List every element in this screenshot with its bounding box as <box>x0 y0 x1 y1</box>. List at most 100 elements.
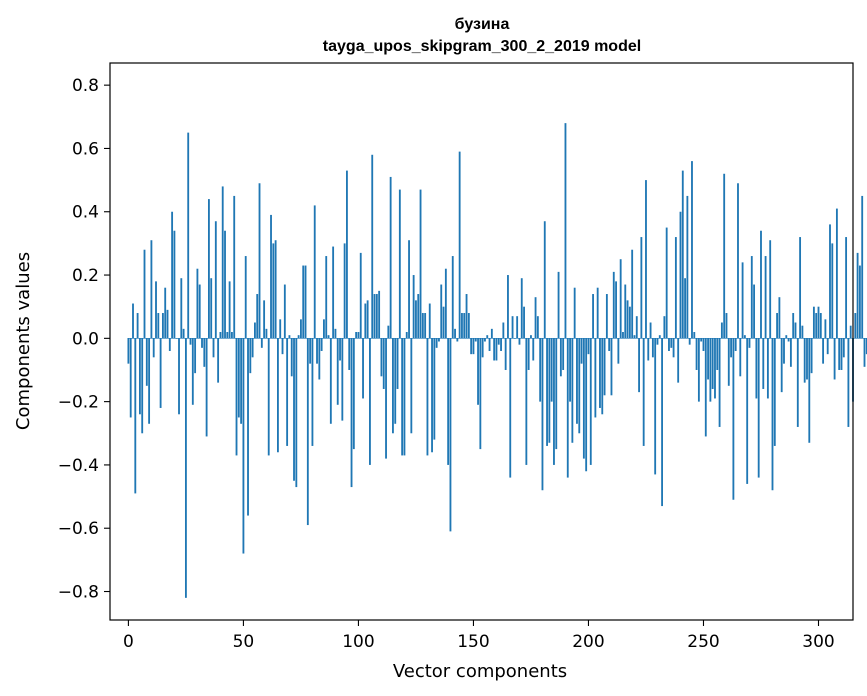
bar <box>136 313 139 339</box>
bar <box>548 338 551 443</box>
bar <box>490 328 493 339</box>
bar <box>651 338 654 358</box>
bar <box>833 338 836 380</box>
bar <box>789 338 792 367</box>
bar <box>350 338 353 488</box>
bar <box>635 316 638 339</box>
bar <box>647 338 650 361</box>
bar <box>184 338 187 598</box>
bar <box>247 338 249 516</box>
bar <box>829 224 831 339</box>
bar <box>405 332 408 339</box>
bar <box>835 208 838 339</box>
bar <box>511 316 514 339</box>
bar <box>603 338 606 396</box>
y-tick-label: 0.6 <box>72 139 99 159</box>
bar <box>279 319 282 339</box>
bar <box>417 294 420 339</box>
bar <box>730 338 733 358</box>
bar <box>346 170 348 339</box>
bar <box>412 275 415 339</box>
x-tick-label: 100 <box>342 632 374 652</box>
bar <box>352 338 355 450</box>
bar <box>274 240 277 339</box>
bar <box>180 278 183 339</box>
bar <box>661 338 663 507</box>
bar <box>323 319 325 339</box>
bar <box>196 268 199 339</box>
bar <box>665 227 668 339</box>
bar <box>536 316 539 339</box>
bar <box>520 278 523 339</box>
bar <box>849 325 852 339</box>
bar <box>148 338 151 424</box>
bar <box>764 256 767 339</box>
y-tick-label: 0.0 <box>72 329 99 349</box>
bar <box>293 338 295 481</box>
bar <box>573 287 576 339</box>
bar <box>806 338 808 380</box>
bar <box>286 338 289 446</box>
bar <box>467 313 470 339</box>
bar <box>592 294 594 339</box>
bar <box>263 300 266 339</box>
bar <box>442 306 445 339</box>
bar <box>628 306 631 339</box>
bar <box>741 262 744 339</box>
bar <box>171 211 174 339</box>
bar <box>684 278 686 339</box>
x-tick-label: 50 <box>233 632 255 652</box>
bar <box>801 325 804 339</box>
bar <box>410 338 413 434</box>
bar <box>709 338 712 402</box>
bar <box>212 338 215 358</box>
bar <box>265 328 268 339</box>
bar <box>364 303 367 339</box>
bar <box>300 319 302 339</box>
bar <box>734 338 737 351</box>
bar <box>486 335 489 339</box>
bar <box>500 338 502 351</box>
bar <box>865 338 867 355</box>
bar <box>780 338 783 393</box>
bar <box>796 338 799 427</box>
bar <box>677 338 680 383</box>
chart-title: бузина <box>455 16 510 33</box>
bar <box>267 338 270 456</box>
bar <box>612 271 615 339</box>
bar <box>663 316 666 339</box>
bar <box>256 294 259 339</box>
bar <box>605 294 608 339</box>
bar <box>129 338 132 418</box>
bar <box>428 303 431 339</box>
bar <box>691 161 693 339</box>
bar <box>244 256 247 339</box>
bar <box>504 338 507 370</box>
bar <box>316 338 318 364</box>
chart-subtitle: tayga_upos_skipgram_300_2_2019 model <box>323 38 641 55</box>
bar <box>472 338 475 355</box>
bar <box>214 221 217 339</box>
bar <box>304 265 307 339</box>
bar <box>585 338 588 472</box>
bar <box>127 338 130 364</box>
bar <box>755 338 758 399</box>
bar <box>159 338 162 408</box>
bar <box>132 303 134 339</box>
bar <box>854 313 857 339</box>
x-axis-ticks: 0 50 100 150 200 250 300 <box>123 620 835 652</box>
bar <box>235 338 238 456</box>
bar <box>438 338 440 342</box>
bar <box>601 338 604 415</box>
bar <box>546 338 548 446</box>
x-tick-label: 200 <box>572 632 604 652</box>
bar <box>327 335 330 339</box>
bar <box>681 170 684 339</box>
bar <box>224 230 226 339</box>
x-tick-label: 300 <box>802 632 834 652</box>
bar <box>826 338 829 355</box>
bar <box>799 237 802 339</box>
bar <box>497 338 500 345</box>
bar <box>649 322 652 339</box>
